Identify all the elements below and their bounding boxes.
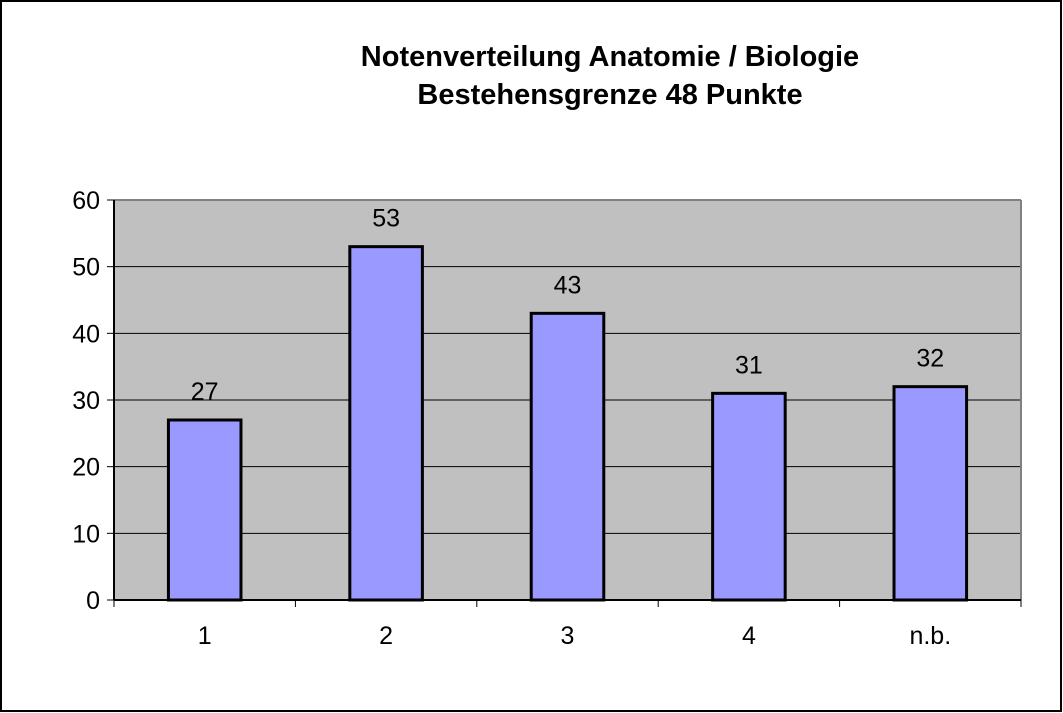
bar-3 — [529, 311, 606, 602]
x-tick-label: 2 — [379, 622, 393, 650]
bar-4 — [711, 391, 787, 602]
bar-2 — [348, 245, 424, 602]
data-label: 32 — [916, 345, 944, 373]
y-tick-label: 40 — [72, 320, 100, 348]
data-label: 53 — [372, 205, 400, 233]
y-tick-label: 0 — [86, 587, 100, 615]
data-label: 43 — [554, 271, 582, 299]
data-label: 31 — [735, 351, 763, 379]
x-tick-label: 4 — [742, 622, 756, 650]
chart-title: Notenverteilung Anatomie / Biologie — [361, 41, 859, 73]
x-tick-label: 3 — [561, 622, 575, 650]
y-tick-label: 30 — [72, 387, 100, 415]
chart-subtitle: Bestehensgrenze 48 Punkte — [417, 79, 802, 111]
plot-area: 0 10 20 30 40 50 60 27 1 53 2 43 3 31 4 32 n.b. — [72, 187, 1022, 650]
x-tick-label: 1 — [198, 622, 212, 650]
data-label: 27 — [191, 378, 219, 406]
y-tick-label: 10 — [72, 520, 100, 548]
x-tick-label: n.b. — [909, 622, 951, 650]
y-tick-label: 20 — [72, 454, 100, 482]
bar-n-b — [892, 385, 969, 602]
y-tick-label: 50 — [72, 254, 100, 282]
y-tick-label: 60 — [72, 187, 100, 215]
bar-1 — [166, 418, 243, 602]
